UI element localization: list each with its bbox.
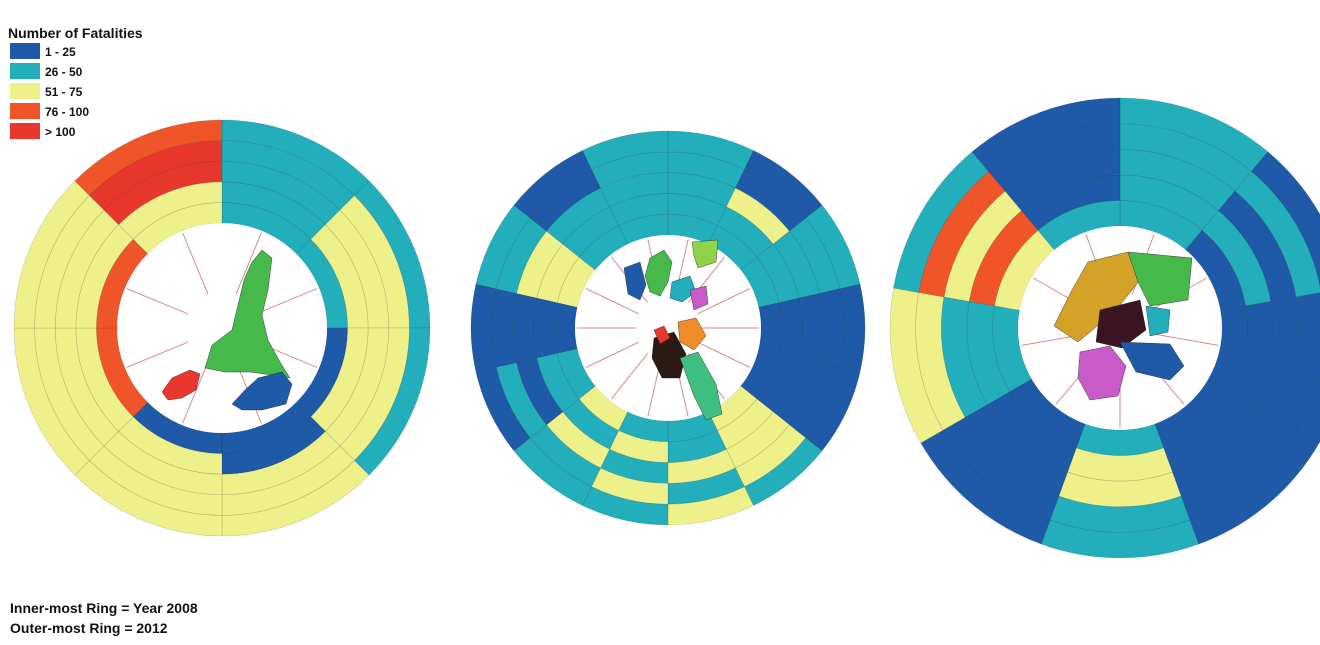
- chart-1-spoke-7: [126, 288, 189, 315]
- legend: Number of Fatalities 1 - 25 26 - 50 51 -…: [8, 25, 143, 139]
- legend-swatch-3: [10, 83, 40, 99]
- chart-3-spoke-3: [1155, 333, 1219, 346]
- chart-1-center: [117, 223, 327, 433]
- chart-3-sector-6-ring-5: [920, 429, 1051, 545]
- legend-item-5: > 100: [10, 123, 76, 139]
- chart-2-center: [575, 235, 761, 421]
- map-1-region-blue: [231, 371, 293, 411]
- map-2-region-orange: [677, 317, 707, 351]
- map-2-region-seagreen: [679, 351, 723, 421]
- chart-2-sector-14-ring-5: [582, 130, 669, 170]
- chart-3-center: [1018, 226, 1222, 430]
- chart-1-sector-8-ring-4: [89, 140, 223, 211]
- chart-1-sector-7-ring-3: [54, 209, 120, 329]
- chart-2-sector-4-ring-1: [758, 302, 783, 354]
- radial-chart-1: [13, 119, 431, 537]
- chart-2-sector-13-ring-2: [562, 206, 620, 258]
- chart-1-spoke-6: [126, 341, 189, 368]
- map-3-region-dark: [1095, 299, 1147, 349]
- chart-2-sector-11-ring-1: [553, 302, 578, 354]
- chart-1-spoke-1: [235, 232, 262, 295]
- chart-2-sector-14-ring-4: [591, 151, 669, 189]
- legend-label-2: 26 - 50: [45, 65, 83, 79]
- legend-label-1: 1 - 25: [45, 45, 76, 59]
- map-3-region-blue: [1119, 341, 1185, 381]
- chart-3-sector-9-ring-2: [1021, 174, 1121, 231]
- map-2-region-blue-west: [623, 261, 647, 301]
- chart-2-sector-14-ring-2: [609, 193, 669, 226]
- legend-swatch-4: [10, 103, 40, 119]
- chart-3-sector-2-ring-3: [1218, 190, 1297, 302]
- chart-2-sector-14-ring-3: [600, 172, 669, 208]
- charts-layer: [13, 97, 1320, 559]
- chart-2-sector-12-ring-2: [536, 243, 580, 304]
- chart-3-sector-7-ring-2: [966, 301, 1010, 406]
- chart-3-sector-1-ring-3: [1119, 148, 1236, 212]
- map-3-region-green: [1127, 251, 1193, 307]
- chart-2-sector-11-ring-2: [533, 297, 558, 359]
- legend-swatch-5: [10, 123, 40, 139]
- chart-3-sector-8-ring-2: [968, 210, 1039, 307]
- chart-2-spoke-5: [697, 341, 751, 368]
- chart-1-sector-5-ring-5: [74, 460, 223, 537]
- chart-2-sector-4-ring-4: [819, 288, 845, 368]
- chart-2-sector-11-ring-3: [512, 293, 538, 363]
- chart-3-sector-8-ring-3: [943, 190, 1022, 302]
- chart-3-sector-4-ring-5: [1189, 429, 1320, 545]
- note-inner-ring: Inner-most Ring = Year 2008: [10, 600, 198, 616]
- map-1-region-red: [161, 369, 201, 401]
- chart-1-sector-8-ring-3: [103, 160, 223, 226]
- legend-swatch-2: [10, 63, 40, 79]
- chart-2-spoke-10: [585, 341, 639, 368]
- chart-2-sector-4-ring-2: [778, 297, 803, 359]
- chart-3-sector-9-ring-5: [971, 97, 1121, 172]
- chart-2-sector-4-ring-3: [798, 293, 824, 363]
- chart-1-spoke-5: [182, 361, 209, 424]
- chart-2-sector-11-ring-4: [491, 288, 517, 368]
- map-2-region-green-north: [644, 249, 673, 297]
- legend-item-4: 76 - 100: [10, 103, 89, 119]
- map-3-region-magenta: [1077, 345, 1127, 401]
- chart-2-sector-1-ring-4: [667, 151, 745, 189]
- note-outer-ring: Outer-most Ring = 2012: [10, 620, 168, 636]
- chart-3-sector-7-ring-5: [889, 287, 944, 444]
- chart-1-spoke-8: [182, 232, 209, 295]
- chart-3-sector-5-ring-1: [1075, 423, 1165, 456]
- legend-title: Number of Fatalities: [8, 25, 143, 41]
- legend-item-3: 51 - 75: [10, 83, 83, 99]
- chart-1-sector-8-ring-2: [118, 181, 223, 240]
- map-1-region-green: [204, 249, 291, 379]
- map-2-region-lightgreen: [691, 239, 719, 269]
- legend-label-5: > 100: [45, 125, 76, 139]
- legend-item-1: 1 - 25: [10, 43, 76, 59]
- chart-2-spoke-12: [585, 288, 639, 315]
- radial-chart-3: [889, 97, 1320, 559]
- chart-1-sector-8-ring-5: [74, 119, 223, 196]
- chart-1-sector-7-ring-2: [75, 224, 134, 329]
- legend-label-4: 76 - 100: [45, 105, 89, 119]
- chart-1-spoke-2: [255, 288, 318, 315]
- chart-2-sector-5-ring-2: [756, 352, 800, 413]
- map-2-region-magenta: [689, 285, 709, 311]
- legend-label-3: 51 - 75: [45, 85, 83, 99]
- chart-2-spoke-9: [610, 353, 649, 400]
- map-2-region-red: [653, 325, 671, 345]
- map-3-region-teal: [1145, 305, 1171, 337]
- map-2-region-teal: [669, 275, 697, 303]
- radial-chart-2: [470, 130, 866, 526]
- chart-3-sector-2-ring-5: [1250, 151, 1320, 288]
- legend-swatch-1: [10, 43, 40, 59]
- legend-item-2: 26 - 50: [10, 63, 83, 79]
- chart-3-sector-9-ring-3: [1004, 148, 1121, 212]
- chart-2-spoke-3: [697, 288, 751, 315]
